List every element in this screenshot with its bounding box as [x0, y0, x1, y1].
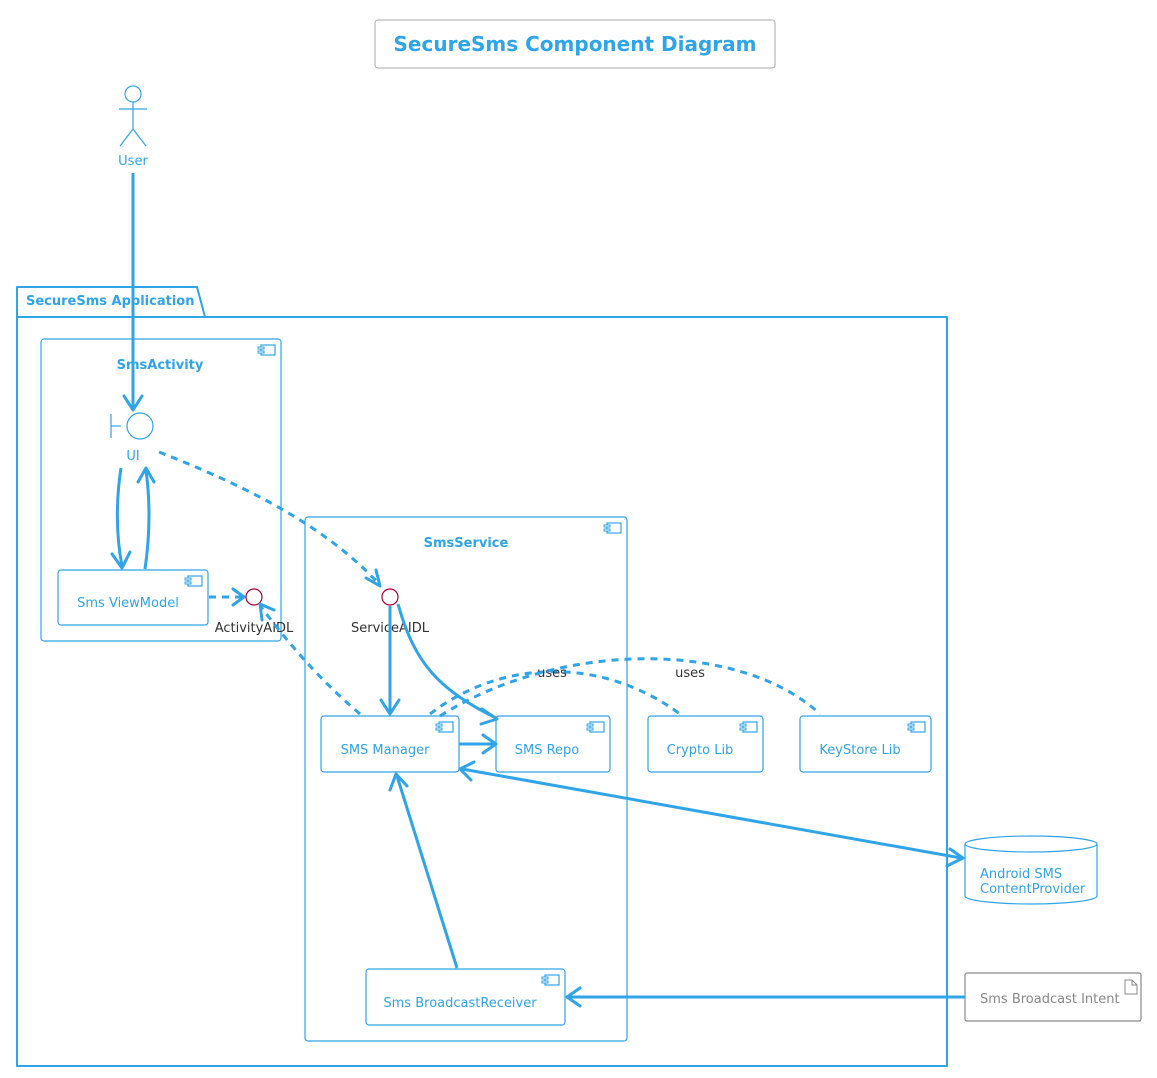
component-icon — [739, 721, 758, 733]
edge-label-uses-crypto: uses — [537, 666, 567, 681]
package-label: SecureSms Application — [26, 294, 194, 309]
diagram-title: SecureSms Component Diagram — [394, 32, 757, 56]
artifact-label: Sms Broadcast Intent — [980, 992, 1120, 1007]
sms-service-label: SmsService — [424, 536, 509, 551]
database-icon — [964, 844, 1098, 905]
component-icon — [586, 721, 605, 733]
boundary-icon — [110, 412, 154, 440]
actor-label: User — [118, 154, 148, 169]
component-broadcast-receiver: Sms BroadcastReceiver — [365, 968, 566, 1026]
component-crypto-lib: Crypto Lib — [647, 715, 764, 773]
sms-repo-label: SMS Repo — [515, 743, 580, 758]
edge-intent-to-receiver — [565, 986, 965, 1008]
activity-aidl-label: ActivityAIDL — [215, 621, 294, 636]
component-icon — [603, 522, 622, 534]
edge-viewmodel-to-activity-aidl — [209, 587, 246, 607]
artifact-icon — [1124, 979, 1138, 995]
component-sms-service: SmsService — [304, 516, 628, 1042]
edge-user-to-ui — [122, 173, 144, 412]
crypto-lib-label: Crypto Lib — [667, 743, 734, 758]
boundary-ui: UI — [110, 412, 154, 464]
component-sms-viewmodel: Sms ViewModel — [57, 569, 209, 626]
component-icon — [907, 721, 926, 733]
edge-manager-uses-crypto: uses — [429, 666, 681, 716]
artifact-broadcast-intent: Sms Broadcast Intent — [964, 972, 1142, 1022]
broadcast-receiver-label: Sms BroadcastReceiver — [383, 996, 537, 1011]
edge-service-aidl-to-repo — [396, 603, 499, 726]
database-label-line2: ContentProvider — [980, 882, 1086, 897]
edge-label-uses-keystore: uses — [675, 666, 705, 681]
ui-label: UI — [126, 449, 139, 464]
component-keystore-lib: KeyStore Lib — [799, 715, 932, 773]
edge-manager-to-activity-aidl — [258, 602, 361, 716]
database-label-line1: Android SMS — [980, 867, 1062, 882]
interface-icon — [381, 588, 399, 606]
viewmodel-label: Sms ViewModel — [77, 596, 179, 611]
component-sms-manager: SMS Manager — [320, 715, 460, 773]
diagram-title-box: SecureSms Component Diagram — [374, 19, 776, 69]
component-icon — [184, 575, 203, 587]
edge-ui-to-viewmodel — [110, 467, 132, 570]
component-icon — [257, 344, 276, 356]
interface-icon — [245, 588, 263, 606]
edge-manager-uses-keystore: uses — [439, 657, 822, 718]
edge-manager-to-database — [458, 760, 965, 868]
component-sms-activity: SmsActivity — [40, 338, 282, 642]
sms-manager-label: SMS Manager — [341, 743, 430, 758]
actor-user: User — [118, 85, 148, 169]
component-icon — [435, 721, 454, 733]
edge-viewmodel-to-ui — [136, 466, 156, 570]
actor-icon — [119, 85, 147, 147]
keystore-lib-label: KeyStore Lib — [819, 743, 900, 758]
edge-manager-to-repo — [459, 733, 498, 755]
edge-receiver-to-manager — [388, 772, 459, 969]
component-icon — [541, 974, 560, 986]
database-content-provider: Android SMS ContentProvider — [964, 835, 1098, 905]
edge-ui-to-service-aidl — [158, 450, 382, 588]
component-sms-repo: SMS Repo — [495, 715, 611, 773]
sms-activity-label: SmsActivity — [117, 358, 204, 373]
edge-service-aidl-to-manager — [379, 606, 401, 716]
